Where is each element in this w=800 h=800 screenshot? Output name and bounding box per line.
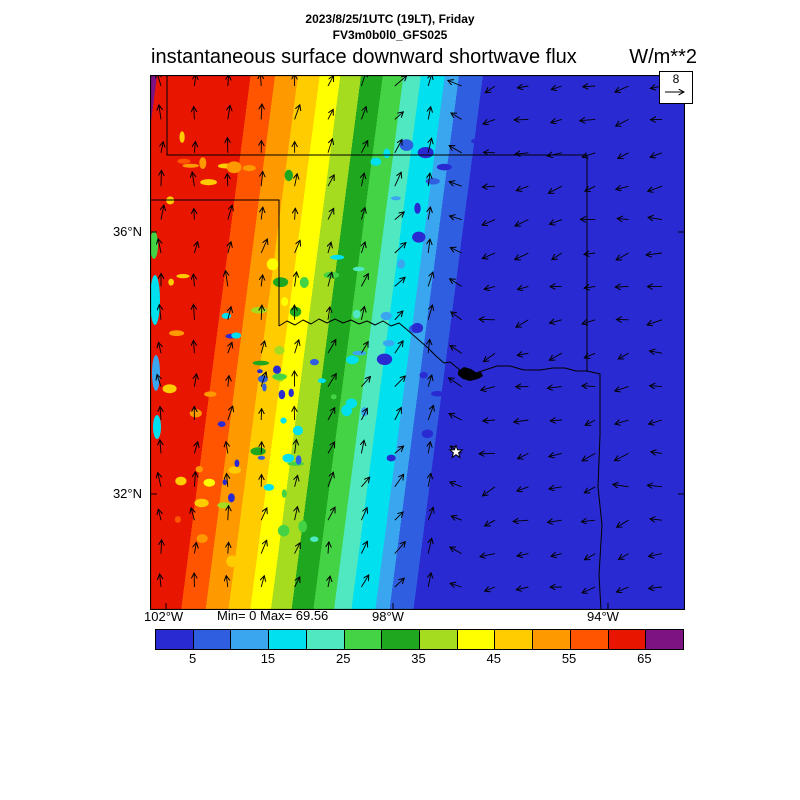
lat-tick-label-32n: 32°N bbox=[112, 486, 142, 501]
lon-tick-label-98w: 98°W bbox=[372, 609, 404, 624]
colorbar-segment bbox=[646, 630, 684, 649]
colorbar-tick-label: 55 bbox=[561, 651, 577, 666]
lake-marker bbox=[458, 367, 483, 381]
axis-ticks bbox=[150, 231, 685, 610]
colorbar-segment bbox=[306, 630, 345, 649]
lon-tick-label-94w: 94°W bbox=[587, 609, 619, 624]
colorbar-tick-label: 65 bbox=[637, 651, 652, 666]
colorbar-segment bbox=[495, 630, 534, 649]
wind-vectors bbox=[157, 75, 663, 593]
colorbar-segment bbox=[193, 630, 232, 649]
colorbar-segment bbox=[269, 630, 307, 649]
vector-reference-legend: 8 bbox=[659, 71, 693, 104]
colorbar-segment bbox=[570, 630, 609, 649]
colorbar-segment bbox=[608, 630, 647, 649]
colorbar-segment bbox=[382, 630, 421, 649]
colorbar-segment bbox=[231, 630, 270, 649]
model-name-line: FV3m0b0l0_GFS025 bbox=[332, 28, 448, 42]
valid-time-line: 2023/8/25/1UTC (19LT), Friday bbox=[305, 12, 475, 26]
colorbar-segment bbox=[533, 630, 571, 649]
map-frame bbox=[150, 75, 685, 610]
lon-tick-label-102w: 102°W bbox=[144, 609, 184, 624]
colorbar-tick-label: 15 bbox=[260, 651, 276, 666]
colorbar-tick-label: 35 bbox=[411, 651, 426, 666]
vector-reference-value: 8 bbox=[672, 72, 680, 86]
colorbar-tick-label: 45 bbox=[486, 651, 502, 666]
city-star-marker bbox=[448, 444, 464, 459]
plot-title: instantaneous surface downward shortwave… bbox=[151, 46, 577, 68]
colorbar-tick-label: 25 bbox=[335, 651, 351, 666]
state-borders bbox=[150, 75, 603, 610]
colorbar-tick-label: 5 bbox=[189, 651, 197, 666]
colorbar-tick-labels: 5 15 25 35 45 55 65 bbox=[155, 651, 682, 667]
colorbar-segment bbox=[457, 630, 496, 649]
vector-reference-arrow-icon bbox=[665, 87, 690, 97]
units-label: W/m**2 bbox=[629, 46, 697, 68]
colorbar-segment bbox=[420, 630, 458, 649]
min-max-stats: Min= 0 Max= 69.56 bbox=[217, 608, 329, 623]
cloud-speckles bbox=[150, 131, 509, 599]
lat-tick-label-36n: 36°N bbox=[112, 224, 142, 239]
map-plot bbox=[150, 75, 685, 610]
colorbar bbox=[155, 629, 684, 650]
colorbar-segment bbox=[156, 630, 194, 649]
colorbar-segment bbox=[344, 630, 383, 649]
